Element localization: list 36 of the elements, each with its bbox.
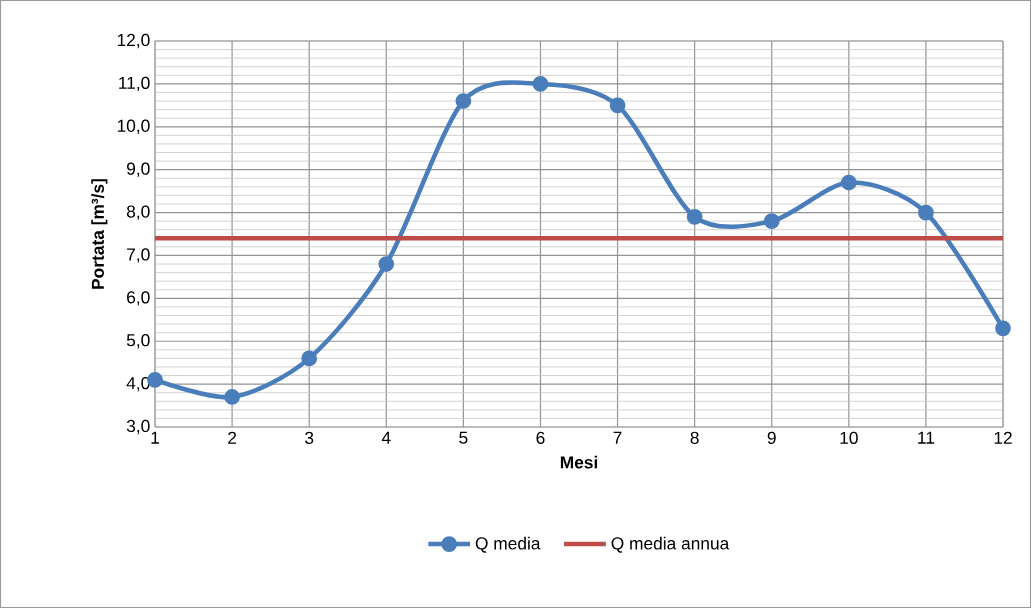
y-tick-label: 11,0 [119,76,150,92]
point [763,213,780,230]
x-tick-label: 12 [994,431,1012,444]
x-tick-label: 2 [228,431,237,444]
point [378,256,395,272]
y-tick-label: 7,0 [127,248,150,263]
point [918,204,934,221]
y-tick-label: 5,0 [126,334,150,349]
legend-label: Q media [475,536,541,553]
point [995,320,1011,337]
point [840,174,857,191]
y-axis-title: Portata [m³/s] [91,179,108,289]
point [301,350,318,367]
y-tick-label: 12,0 [117,33,150,49]
y-tick-label: 9,0 [127,162,150,177]
x-tick-label: 6 [536,431,545,444]
x-tick-label: 9 [767,431,776,444]
point [455,93,472,109]
x-tick-label: 8 [690,431,699,444]
x-tick-label: 7 [613,431,622,444]
point [686,208,703,225]
x-tick-label: 3 [305,431,314,444]
point [532,76,549,92]
point [609,97,626,114]
point [224,389,240,405]
y-tick-label: 6,0 [127,291,150,306]
legend-label: Q media annua [611,536,730,553]
x-tick-label: 1 [151,431,159,444]
x-tick-label: 10 [840,431,858,444]
x-tick-label: 4 [381,431,391,444]
y-tick-label: 10,0 [117,119,150,134]
x-tick-label: 5 [459,431,468,444]
x-tick-label: 11 [918,431,935,444]
y-tick-label: 3,0 [126,419,150,435]
x-axis-title: Mesi [560,455,598,469]
y-tick-label: 8,0 [126,205,150,220]
